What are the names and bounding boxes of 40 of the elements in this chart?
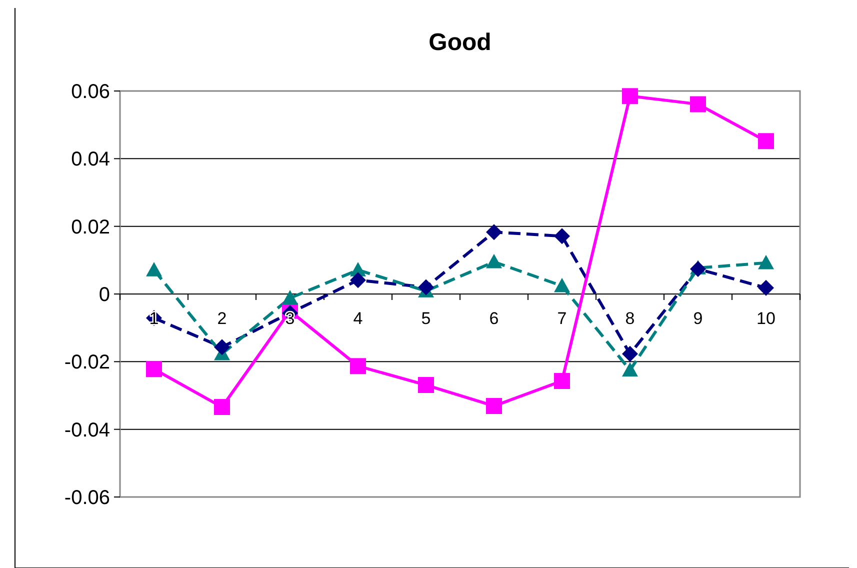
- x-tick-label: 9: [693, 309, 703, 328]
- point: [486, 224, 502, 240]
- point: [146, 361, 162, 378]
- chart-title: Good: [428, 29, 492, 56]
- x-tick-label: 10: [756, 309, 776, 328]
- y-tick-label: 0: [98, 284, 110, 306]
- point: [554, 228, 570, 244]
- x-tick-label: 1: [149, 309, 159, 328]
- x-tick-label: 4: [353, 309, 363, 328]
- point: [690, 96, 706, 112]
- point: [486, 398, 502, 414]
- x-tick-label: 3: [285, 309, 295, 328]
- point: [214, 399, 230, 416]
- point: [418, 377, 434, 394]
- y-tick-label: -0.04: [64, 419, 110, 442]
- x-tick-label: 6: [489, 309, 499, 328]
- x-tick-label: 2: [217, 309, 227, 328]
- point: [282, 290, 298, 304]
- point: [758, 280, 774, 296]
- x-tick-label: 5: [421, 309, 431, 328]
- point: [622, 362, 638, 377]
- point: [350, 272, 366, 288]
- point: [418, 279, 434, 296]
- point: [214, 339, 230, 356]
- point: [350, 358, 366, 374]
- x-tick-label: 7: [557, 309, 567, 328]
- y-tick-label: 0.02: [71, 216, 110, 238]
- y-tick-label: 0.06: [71, 81, 110, 103]
- y-tick-label: 0.04: [71, 148, 110, 171]
- point: [622, 88, 638, 104]
- y-tick-label: -0.02: [64, 352, 110, 374]
- y-tick-label: -0.06: [64, 487, 110, 509]
- point: [758, 254, 774, 270]
- point: [622, 346, 638, 362]
- point: [554, 372, 570, 389]
- point: [146, 262, 162, 276]
- point: [554, 278, 570, 292]
- point: [758, 133, 774, 150]
- x-tick-label: 8: [625, 309, 635, 328]
- point: [486, 254, 502, 268]
